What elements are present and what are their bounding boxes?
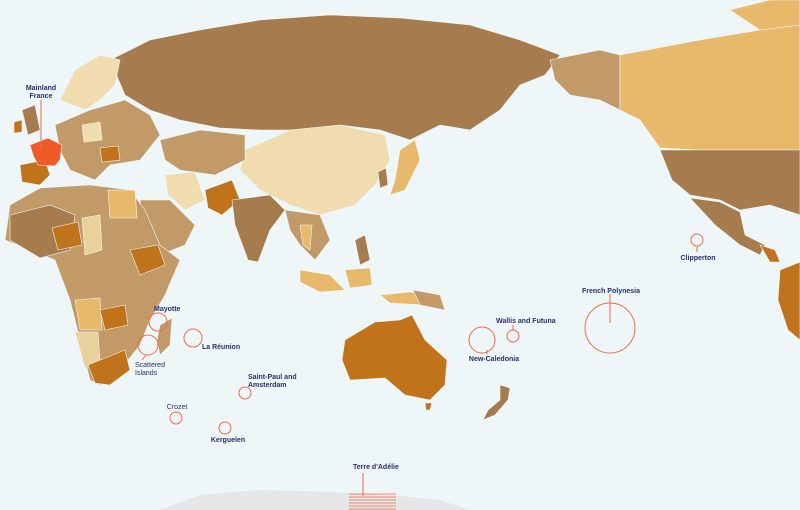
- label-kerguelen: Kerguelen: [211, 437, 245, 444]
- label-french-polynesia: French Polynesia: [582, 288, 640, 295]
- papua-new-guinea[interactable]: [412, 289, 446, 311]
- marker-scattered-islands[interactable]: Scattered Islands: [135, 334, 165, 377]
- pakistan[interactable]: [204, 179, 241, 216]
- label-scattered-islands-2: Islands: [135, 370, 158, 377]
- australia[interactable]: [341, 314, 448, 401]
- marker-kerguelen[interactable]: Kerguelen: [211, 421, 245, 444]
- marker-saint-paul-amsterdam[interactable]: Saint-Paul and Amsterdam: [238, 374, 297, 400]
- label-scattered-islands-1: Scattered: [135, 362, 165, 369]
- marker-la-reunion[interactable]: La Réunion: [183, 328, 240, 351]
- russia[interactable]: [109, 14, 561, 141]
- romania[interactable]: [99, 145, 121, 163]
- label-wallis-futuna: Wallis and Futuna: [496, 318, 556, 325]
- label-new-caledonia: New-Caledonia: [469, 356, 519, 363]
- greenland[interactable]: [729, 0, 800, 31]
- label-terre-adelie: Terre d'Adélie: [353, 464, 399, 471]
- poland[interactable]: [81, 121, 103, 143]
- terre-adelie-stripes: [349, 493, 396, 510]
- tasmania[interactable]: [424, 402, 433, 411]
- label-la-reunion: La Réunion: [202, 344, 240, 351]
- egypt[interactable]: [107, 189, 138, 219]
- ireland[interactable]: [13, 119, 23, 134]
- india[interactable]: [231, 194, 286, 263]
- marker-wallis-futuna[interactable]: Wallis and Futuna: [496, 318, 556, 343]
- label-mayotte: Mayotte: [154, 306, 181, 313]
- philippines[interactable]: [354, 234, 371, 266]
- europe[interactable]: [54, 99, 161, 181]
- label-saint-paul-amsterdam-2: Amsterdam: [248, 382, 287, 389]
- label-mainland-france-2: France: [30, 93, 53, 100]
- scandinavia[interactable]: [59, 54, 121, 111]
- south-america[interactable]: [777, 261, 800, 341]
- marker-crozet[interactable]: Crozet: [167, 404, 188, 425]
- central-asia[interactable]: [159, 129, 246, 176]
- mexico[interactable]: [689, 197, 766, 256]
- label-crozet: Crozet: [167, 404, 188, 411]
- new-zealand[interactable]: [482, 384, 511, 421]
- label-saint-paul-amsterdam-1: Saint-Paul and: [248, 374, 297, 381]
- usa[interactable]: [659, 149, 800, 216]
- marker-new-caledonia[interactable]: New-Caledonia: [468, 326, 519, 363]
- zambia[interactable]: [99, 304, 129, 331]
- marker-clipperton[interactable]: Clipperton: [681, 233, 716, 262]
- marker-french-polynesia[interactable]: French Polynesia: [582, 288, 640, 354]
- south-africa[interactable]: [87, 349, 131, 386]
- mainland-france[interactable]: [29, 137, 63, 167]
- thailand[interactable]: [299, 224, 313, 251]
- central-america[interactable]: [759, 244, 781, 263]
- label-clipperton: Clipperton: [681, 255, 716, 262]
- korea[interactable]: [377, 167, 389, 189]
- japan[interactable]: [389, 139, 421, 196]
- ethiopia[interactable]: [129, 244, 166, 276]
- angola[interactable]: [74, 297, 103, 331]
- madagascar[interactable]: [156, 317, 173, 356]
- marker-terre-adelie[interactable]: Terre d'Adélie: [353, 464, 399, 496]
- alaska[interactable]: [549, 49, 621, 111]
- china[interactable]: [239, 124, 391, 216]
- uk[interactable]: [21, 104, 41, 136]
- antarctica: [160, 490, 470, 510]
- iran[interactable]: [164, 171, 206, 211]
- chad[interactable]: [81, 214, 103, 256]
- label-mainland-france-1: Mainland: [26, 85, 56, 92]
- marker-mayotte[interactable]: Mayotte: [148, 306, 181, 332]
- niger[interactable]: [51, 221, 83, 251]
- marker-mainland-france[interactable]: Mainland France: [26, 85, 56, 148]
